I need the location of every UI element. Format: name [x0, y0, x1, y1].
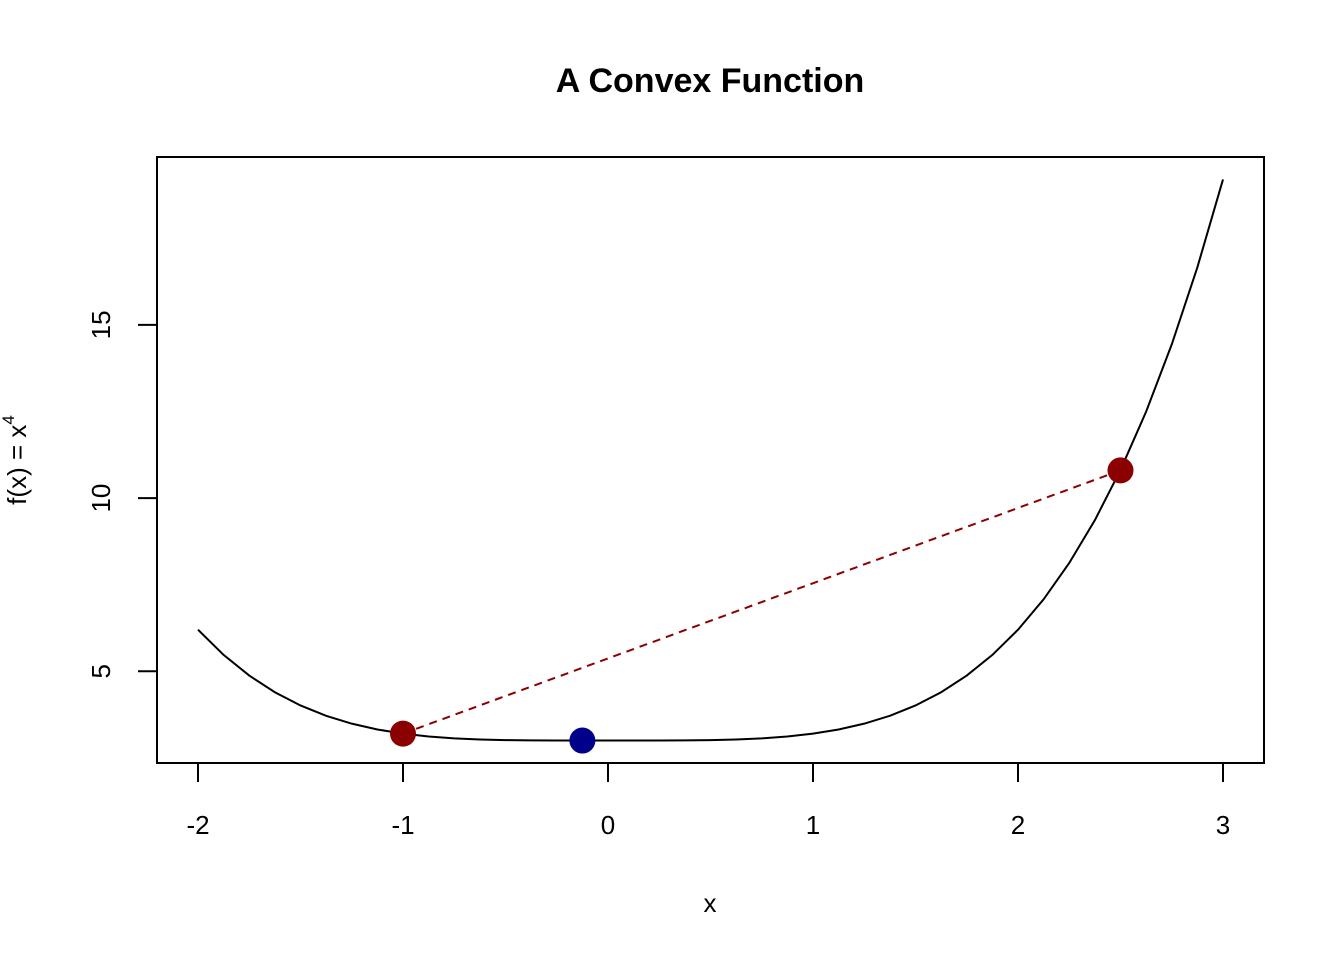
y-axis-label-superscript: 4 [0, 415, 18, 424]
y-tick-label: 10 [86, 484, 116, 513]
y-tick-label: 5 [86, 664, 116, 678]
x-tick-label: -2 [186, 810, 209, 840]
function-curve [197, 179, 1224, 742]
x-tick-label: -1 [391, 810, 414, 840]
y-axis-label: f(x) = x4 [0, 415, 32, 505]
x-tick-label: 3 [1216, 810, 1230, 840]
x-axis-label: x [704, 888, 717, 918]
x-tick-label: 0 [601, 810, 615, 840]
point [569, 727, 596, 754]
chart-title: A Convex Function [556, 62, 865, 100]
point [1107, 457, 1134, 484]
chord-line [402, 469, 1121, 735]
y-axis-label-text: f(x) = x [2, 425, 32, 505]
x-tick-label: 2 [1011, 810, 1025, 840]
x-tick-label: 1 [806, 810, 820, 840]
point [390, 720, 416, 747]
y-tick-label: 15 [86, 310, 116, 339]
plot-frame [156, 156, 1265, 764]
